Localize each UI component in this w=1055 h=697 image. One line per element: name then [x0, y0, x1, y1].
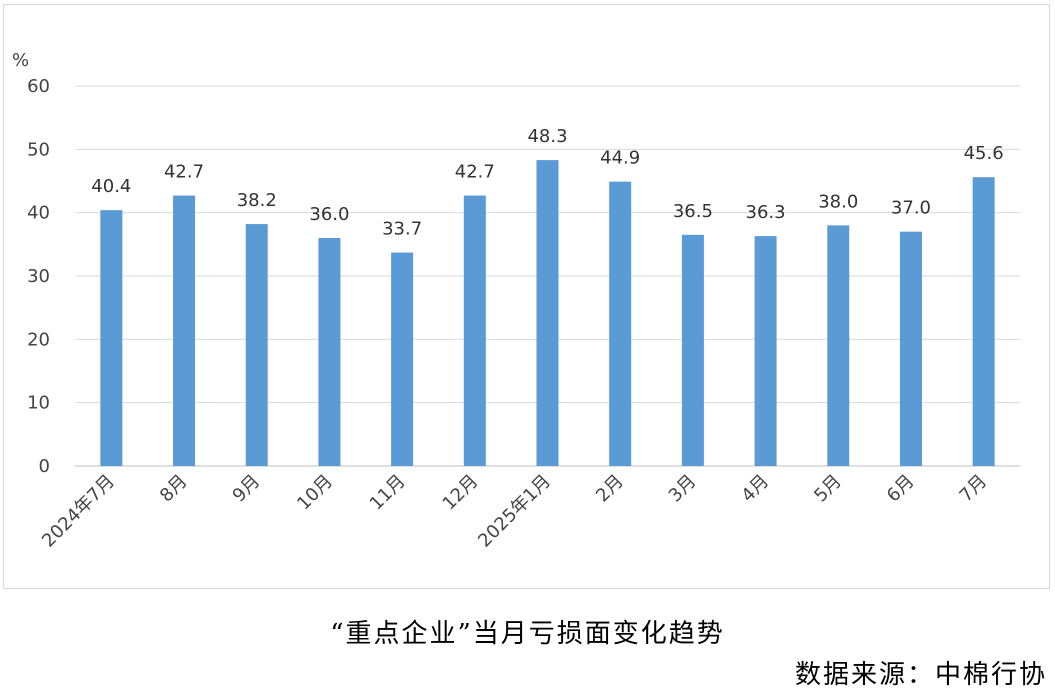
bar [609, 181, 632, 466]
data-label: 40.4 [91, 176, 131, 197]
bar [681, 234, 704, 466]
data-label: 45.6 [964, 143, 1004, 164]
x-tick-label: 11月 [366, 471, 410, 515]
data-label: 36.0 [309, 204, 349, 225]
bar [972, 177, 995, 466]
y-tick-label: 50 [27, 139, 50, 160]
x-tick-label: 7月 [956, 471, 992, 507]
data-label: 36.3 [746, 202, 786, 223]
x-tick-label: 12月 [439, 471, 483, 515]
y-tick-label: 30 [27, 266, 50, 287]
data-label: 44.9 [600, 148, 640, 169]
y-tick-label: 60 [27, 76, 50, 97]
data-label: 38.2 [237, 190, 277, 211]
x-tick-label: 8月 [156, 471, 192, 507]
bar [536, 160, 559, 466]
x-tick-label: 4月 [737, 471, 773, 507]
data-label: 42.7 [455, 162, 495, 183]
bar [463, 195, 486, 467]
bar [100, 210, 123, 466]
bar [754, 236, 777, 466]
x-tick-label: 5月 [810, 471, 846, 507]
y-tick-label: 40 [27, 203, 50, 224]
data-label: 38.0 [818, 191, 858, 212]
bar [391, 252, 414, 466]
x-tick-label: 2024年7月 [38, 471, 119, 552]
x-tick-label: 3月 [665, 471, 701, 507]
y-tick-label: 0 [39, 456, 50, 477]
x-tick-label: 10月 [293, 471, 337, 515]
x-tick-label: 2025年1月 [474, 471, 555, 552]
bar [173, 195, 196, 467]
bar [827, 225, 850, 466]
data-source: 数据来源：中棉行协 [794, 660, 1047, 690]
y-tick-label: 20 [27, 329, 50, 350]
bar [318, 238, 341, 466]
bar [899, 231, 922, 466]
x-tick-label: 2月 [592, 471, 628, 507]
bar [245, 224, 268, 466]
data-label: 37.0 [891, 198, 931, 219]
bar-chart: % 0 10 20 30 40 50 60 40.4 42.7 38.2 36.0 33.7 42.7… [12, 50, 1020, 552]
data-label: 42.7 [164, 162, 204, 183]
data-label: 48.3 [527, 126, 567, 147]
y-axis-unit: % [12, 50, 29, 71]
y-tick-label: 10 [27, 393, 50, 414]
x-tick-label: 9月 [229, 471, 265, 507]
chart-caption: “重点企业”当月亏损面变化趋势 [330, 619, 725, 649]
x-tick-label: 6月 [883, 471, 919, 507]
data-label: 33.7 [382, 219, 422, 240]
data-label: 36.5 [673, 201, 713, 222]
